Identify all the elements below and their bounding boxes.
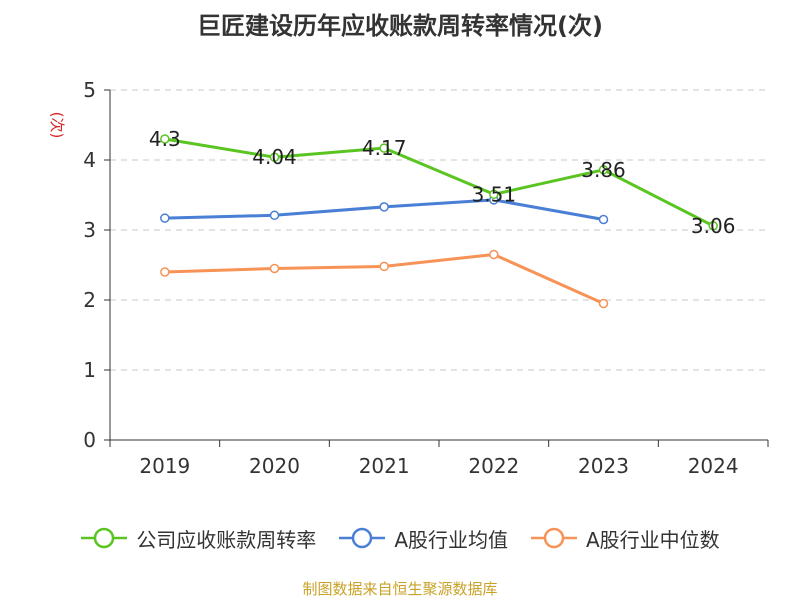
data-label: 3.51	[472, 182, 517, 206]
legend-item[interactable]: A股行业均值	[338, 524, 508, 553]
x-tick-label: 2023	[578, 454, 629, 478]
legend-label: A股行业均值	[394, 527, 508, 552]
y-tick-label: 3	[83, 218, 96, 242]
chart-title: 巨匠建设历年应收账款周转率情况(次)	[197, 12, 603, 40]
y-axis-label: (次)	[48, 112, 66, 139]
data-label: 3.86	[581, 158, 626, 182]
legend: 公司应收账款周转率 A股行业均值 A股行业中位数	[0, 518, 800, 558]
legend-swatch-icon	[531, 527, 577, 549]
data-point	[708, 221, 718, 231]
legend-marker	[352, 527, 373, 549]
data-label: 3.06	[691, 214, 736, 238]
data-point	[269, 152, 280, 162]
data-point	[598, 214, 609, 225]
legend-marker	[543, 527, 565, 549]
series-line	[164, 137, 714, 228]
data-point	[160, 213, 170, 223]
data-labels: 4.3 4.04 4.17 3.51 3.86 3.06	[149, 127, 736, 238]
y-tick-label: 4	[83, 148, 96, 172]
data-point	[160, 134, 170, 144]
axes: 0 1 2 3 4 5 2019 2020 2021 2022 2023 2024 (次)	[48, 78, 769, 478]
grid-lines	[110, 89, 768, 371]
legend-item[interactable]: A股行业中位数	[530, 524, 720, 553]
data-label: 4.04	[252, 145, 297, 169]
x-tick-label: 2019	[139, 454, 190, 478]
y-tick-label: 0	[83, 428, 96, 452]
data-point	[269, 210, 280, 221]
y-tick-label: 5	[83, 78, 96, 102]
x-tick-label: 2024	[688, 454, 739, 478]
x-tick-label: 2020	[249, 454, 300, 478]
data-point	[269, 263, 280, 274]
legend-label: A股行业中位数	[586, 527, 720, 552]
data-point	[489, 249, 499, 260]
y-tick-label: 1	[83, 358, 96, 382]
x-tick-label: 2021	[359, 454, 410, 478]
series-lines	[160, 134, 718, 309]
data-point	[160, 267, 170, 277]
data-label: 4.17	[362, 136, 407, 160]
legend-item[interactable]: 公司应收账款周转率	[80, 524, 316, 553]
data-point	[379, 202, 389, 212]
data-label: 4.3	[149, 127, 181, 151]
source-note: 制图数据来自恒生聚源数据库	[302, 580, 498, 598]
data-point	[598, 298, 609, 309]
data-point	[379, 143, 389, 153]
legend-label: 公司应收账款周转率	[136, 527, 317, 552]
legend-marker	[94, 527, 115, 549]
y-tick-label: 2	[83, 288, 96, 312]
data-point	[379, 261, 389, 272]
x-tick-label: 2022	[468, 454, 519, 478]
data-point	[489, 189, 499, 200]
legend-swatch-icon	[339, 527, 386, 549]
data-point	[598, 165, 609, 175]
legend-swatch-icon	[81, 527, 128, 549]
